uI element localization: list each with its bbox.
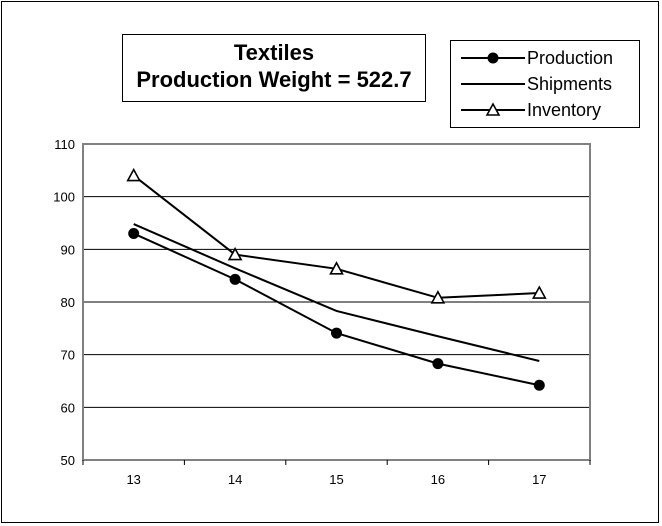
- y-tick-label: 50: [61, 453, 75, 468]
- chart-subtitle: Production Weight = 522.7: [136, 67, 412, 92]
- y-tick-label: 90: [61, 242, 75, 257]
- point-inventory: [227, 246, 243, 261]
- y-tick-label: 100: [53, 190, 75, 205]
- x-tick-label: 13: [126, 472, 140, 487]
- point-production: [128, 228, 140, 240]
- y-tick-label: 110: [54, 137, 75, 152]
- series-line-production: [133, 232, 540, 387]
- point-production: [533, 379, 545, 391]
- chart-title-box: Textiles Production Weight = 522.7: [122, 34, 426, 102]
- point-inventory: [126, 167, 142, 182]
- y-tick-label: 60: [61, 400, 75, 415]
- x-tick-label: 16: [431, 472, 445, 487]
- series-line-shipments: [133, 223, 540, 362]
- y-tick-label: 80: [61, 295, 75, 310]
- x-tick-label: 17: [532, 472, 546, 487]
- point-inventory: [531, 285, 547, 299]
- point-inventory: [329, 261, 344, 275]
- point-inventory: [430, 290, 446, 304]
- legend-swatch-shipments: [461, 83, 525, 85]
- series-line-inventory: [133, 174, 540, 299]
- legend-label-shipments: Shipments: [527, 74, 613, 94]
- plot-border: [82, 143, 591, 461]
- legend-item-shipments: Shipments: [451, 71, 641, 97]
- legend: Production Shipments Inventory: [450, 40, 640, 128]
- chart-title: Textiles: [233, 40, 315, 65]
- legend-item-production: Production: [451, 45, 641, 71]
- legend-label-production: Production: [527, 48, 614, 68]
- legend-label-inventory: Inventory: [527, 100, 602, 120]
- x-tick-label: 15: [329, 472, 343, 487]
- legend-item-inventory: Inventory: [451, 97, 641, 123]
- point-production: [331, 327, 342, 339]
- point-production: [432, 358, 444, 370]
- legend-swatch-inventory: [461, 102, 525, 116]
- legend-swatch-production: [461, 52, 525, 64]
- y-tick-label: 70: [61, 348, 75, 363]
- x-tick-label: 14: [228, 472, 242, 487]
- point-production: [229, 273, 241, 285]
- plot-area: 50 60 70 80 90 100 110 13 14 15 16 17: [53, 137, 591, 487]
